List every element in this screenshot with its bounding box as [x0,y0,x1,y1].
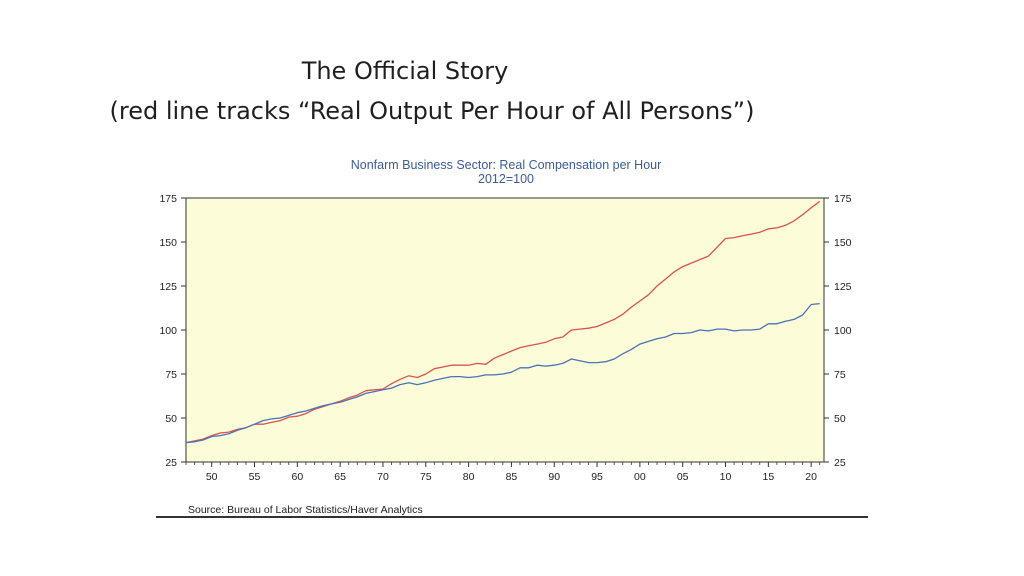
x-tick-label: 80 [463,471,475,483]
y-tick-label-left: 50 [165,413,177,425]
x-tick-label: 65 [334,471,346,483]
chart-title: Nonfarm Business Sector: Real Compensati… [351,158,662,172]
x-tick-label: 50 [206,471,218,483]
x-tick-label: 70 [377,471,389,483]
y-tick-label-left: 175 [159,193,177,205]
x-tick-label: 20 [805,471,817,483]
source-note: Source: Bureau of Labor Statistics/Haver… [188,504,423,516]
x-tick-label: 90 [548,471,560,483]
x-tick-label: 05 [677,471,689,483]
x-tick-label: 75 [420,471,432,483]
chart-subtitle: 2012=100 [478,172,534,186]
y-tick-label-left: 100 [159,325,177,337]
y-tick-label-right: 175 [834,193,852,205]
y-tick-label-right: 100 [834,325,852,337]
x-tick-label: 85 [506,471,518,483]
x-tick-label: 95 [591,471,603,483]
x-tick-label: 15 [762,471,774,483]
y-tick-label-left: 75 [165,369,177,381]
series-line-output-per-hour [185,200,821,444]
plot-area [185,197,825,463]
x-tick-label: 10 [720,471,732,483]
y-tick-label-left: 150 [159,237,177,249]
x-tick-label: 60 [291,471,303,483]
y-tick-label-left: 25 [165,457,177,469]
slide-title-line-2: (red line tracks “Real Output Per Hour o… [109,97,755,125]
y-tick-label-right: 75 [834,369,846,381]
series-line-compensation-per-hour [185,302,820,444]
y-tick-label-left: 125 [159,281,177,293]
x-tick-label: 55 [249,471,261,483]
slide-title-line-1: The Official Story [301,57,509,85]
y-tick-label-right: 150 [834,237,852,249]
y-tick-label-right: 50 [834,413,846,425]
y-tick-label-right: 125 [834,281,852,293]
y-tick-label-right: 25 [834,457,846,469]
x-tick-label: 00 [634,471,646,483]
